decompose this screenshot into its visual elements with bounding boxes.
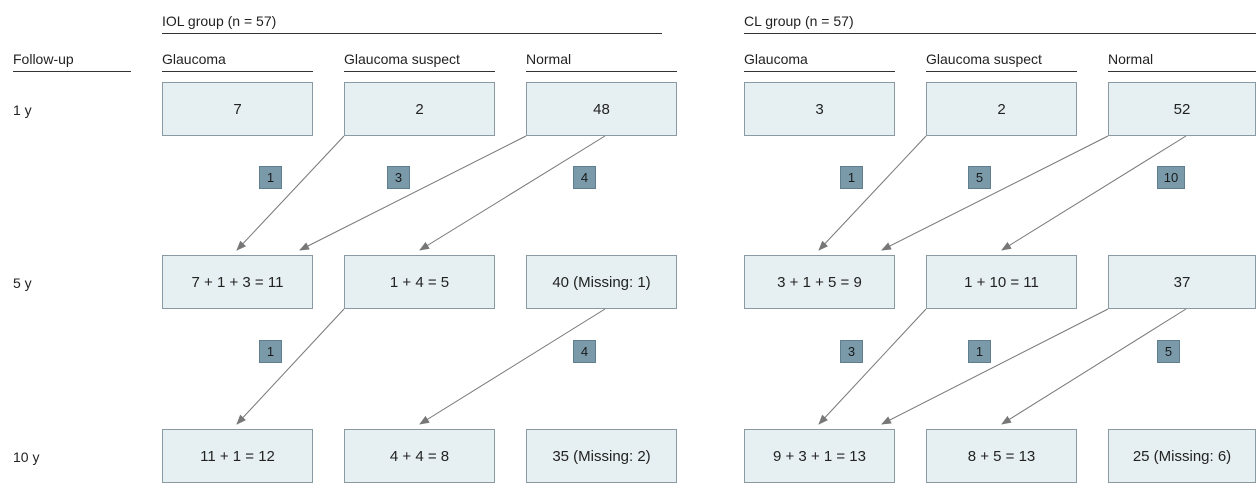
iol-col-normal-rule xyxy=(526,71,677,72)
iol-1y-suspect-box: 2 xyxy=(344,82,495,136)
row-label-5y: 5 y xyxy=(13,275,32,291)
iol-transition-badge: 3 xyxy=(387,166,410,189)
iol-transition-badge: 4 xyxy=(573,166,596,189)
cl-transition-badge: 1 xyxy=(968,340,991,363)
arrow-cl-normal-to-glaucoma-5-10 xyxy=(881,308,1109,425)
cl-col-normal: Normal xyxy=(1108,51,1154,67)
iol-1y-normal-box: 48 xyxy=(526,82,677,136)
cl-col-suspect-rule xyxy=(926,71,1077,72)
cl-col-glaucoma: Glaucoma xyxy=(744,51,808,67)
iol-transition-badge: 1 xyxy=(259,340,282,363)
cl-col-glaucoma-rule xyxy=(744,71,895,72)
arrow-cl-suspect-to-glaucoma-5-10 xyxy=(818,308,927,425)
cl-5y-suspect-box: 1 + 10 = 11 xyxy=(926,255,1077,309)
iol-10y-suspect-box: 4 + 4 = 8 xyxy=(344,429,495,483)
row-label-1y: 1 y xyxy=(13,102,32,118)
iol-10y-normal-box: 35 (Missing: 2) xyxy=(526,429,677,483)
cl-col-suspect: Glaucoma suspect xyxy=(926,51,1042,67)
cl-col-normal-rule xyxy=(1108,71,1256,72)
cl-10y-suspect-box: 8 + 5 = 13 xyxy=(926,429,1077,483)
arrow-iol-normal-to-glaucoma-1-5 xyxy=(299,135,527,251)
iol-col-glaucoma-rule xyxy=(162,71,313,72)
arrow-iol-suspect-to-glaucoma-5-10 xyxy=(236,308,345,425)
iol-col-glaucoma: Glaucoma xyxy=(162,51,226,67)
arrow-cl-normal-to-suspect-5-10 xyxy=(1001,308,1187,425)
cl-1y-suspect-box: 2 xyxy=(926,82,1077,136)
iol-col-suspect: Glaucoma suspect xyxy=(344,51,460,67)
arrow-cl-normal-to-suspect-1-5 xyxy=(1001,135,1187,251)
cl-10y-glaucoma-box: 9 + 3 + 1 = 13 xyxy=(744,429,895,483)
cl-5y-glaucoma-box: 3 + 1 + 5 = 9 xyxy=(744,255,895,309)
iol-col-normal: Normal xyxy=(526,51,572,67)
followup-label: Follow-up xyxy=(13,51,74,67)
iol-5y-suspect-box: 1 + 4 = 5 xyxy=(344,255,495,309)
followup-rule xyxy=(13,71,131,72)
cl-group-title: CL group (n = 57) xyxy=(744,13,854,29)
iol-col-suspect-rule xyxy=(344,71,495,72)
cl-5y-normal-box: 37 xyxy=(1108,255,1256,309)
cl-transition-badge: 3 xyxy=(840,340,863,363)
iol-group-rule xyxy=(162,33,662,34)
arrow-cl-suspect-to-glaucoma-1-5 xyxy=(818,135,927,251)
cl-1y-normal-box: 52 xyxy=(1108,82,1256,136)
iol-5y-glaucoma-box: 7 + 1 + 3 = 11 xyxy=(162,255,313,309)
iol-transition-badge: 4 xyxy=(573,340,596,363)
iol-1y-glaucoma-box: 7 xyxy=(162,82,313,136)
row-label-10y: 10 y xyxy=(13,449,40,465)
arrow-cl-normal-to-glaucoma-1-5 xyxy=(881,135,1109,251)
cl-10y-normal-box: 25 (Missing: 6) xyxy=(1108,429,1256,483)
iol-10y-glaucoma-box: 11 + 1 = 12 xyxy=(162,429,313,483)
cl-transition-badge: 5 xyxy=(1157,340,1180,363)
cl-transition-badge: 5 xyxy=(968,166,991,189)
cl-transition-badge: 1 xyxy=(840,166,863,189)
arrow-iol-normal-to-suspect-1-5 xyxy=(419,135,606,251)
arrow-iol-suspect-to-glaucoma-1-5 xyxy=(236,135,345,251)
iol-5y-normal-box: 40 (Missing: 1) xyxy=(526,255,677,309)
cl-group-rule xyxy=(744,33,1256,34)
cl-1y-glaucoma-box: 3 xyxy=(744,82,895,136)
iol-transition-badge: 1 xyxy=(259,166,282,189)
iol-group-title: IOL group (n = 57) xyxy=(162,13,277,29)
cl-transition-badge: 10 xyxy=(1157,166,1185,189)
arrow-iol-normal-to-suspect-5-10 xyxy=(419,308,606,425)
